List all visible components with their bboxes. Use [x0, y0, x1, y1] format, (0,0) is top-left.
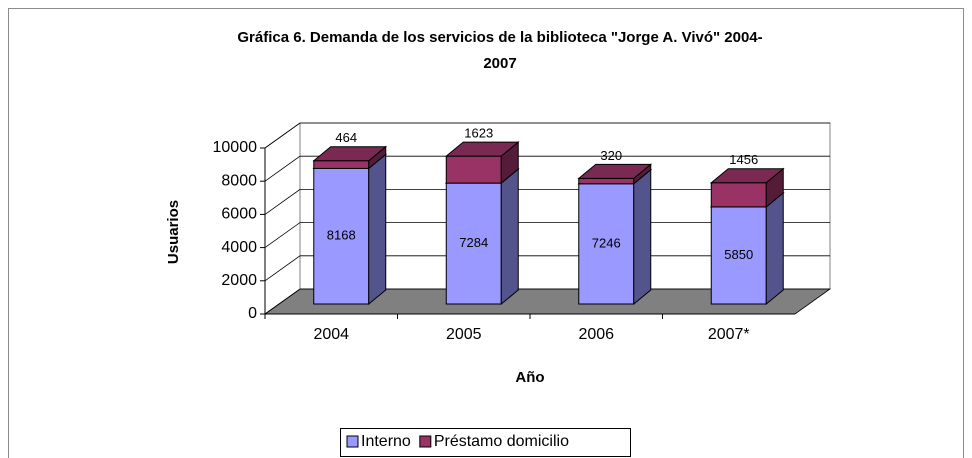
bar-segment	[312, 145, 388, 170]
x-tick-label: 2007*	[708, 326, 750, 343]
grid-line	[264, 188, 830, 215]
legend-swatch	[346, 435, 359, 448]
data-label: 464	[335, 130, 357, 145]
legend-label: Interno	[361, 433, 411, 450]
data-label: 5850	[724, 247, 753, 262]
x-tick-label: 2006	[578, 326, 614, 343]
chart-title: Gráfica 6. Demanda de los servicios de l…	[237, 29, 762, 46]
bar-top	[577, 163, 653, 179]
grid-line	[264, 255, 830, 282]
legend	[340, 428, 631, 457]
bar-side	[368, 153, 387, 306]
bar-side	[633, 168, 652, 306]
bar-segment	[444, 141, 520, 185]
bar-front	[710, 182, 767, 208]
chart-title: 2007	[483, 55, 516, 72]
data-label: 1456	[729, 152, 758, 167]
y-tick-label: 2000	[221, 272, 257, 289]
grid-line	[264, 155, 830, 182]
grid-line	[264, 288, 830, 315]
plot-area: 0 2000 4000 6000 8000 10000 2004 8168 464 2005 728…	[213, 122, 832, 343]
y-tick-label: 6000	[221, 206, 257, 223]
bar-front	[710, 206, 767, 305]
x-axis-label: Año	[515, 369, 544, 386]
bar-front	[578, 177, 635, 185]
bar-top	[444, 141, 520, 157]
y-tick-label: 10000	[213, 139, 258, 156]
legend-items: Interno Préstamo domicilio	[346, 433, 569, 450]
grid-line	[264, 122, 830, 149]
legend-swatch	[419, 435, 432, 448]
bar-front	[445, 182, 502, 305]
data-label: 320	[600, 148, 622, 163]
grid-line	[264, 222, 830, 248]
data-label: 8168	[327, 228, 356, 243]
legend-label: Préstamo domicilio	[434, 433, 569, 450]
bar-top	[709, 168, 785, 184]
bar-front	[313, 160, 370, 169]
data-label: 7246	[592, 235, 621, 250]
bar-side	[765, 191, 784, 306]
y-tick-label: 8000	[221, 172, 257, 189]
data-label: 1623	[464, 126, 493, 141]
bar-segment	[709, 167, 785, 208]
x-tick-label: 2005	[446, 326, 482, 343]
bar-front	[445, 155, 502, 184]
y-axis-label: Usuarios	[165, 200, 182, 264]
data-label: 7284	[459, 235, 488, 250]
y-tick-label: 4000	[221, 239, 257, 256]
bar-segment	[577, 163, 653, 185]
bar-top	[312, 146, 388, 162]
bar-side	[500, 168, 519, 306]
y-tick-label: 0	[248, 305, 257, 322]
x-tick-label: 2004	[313, 326, 349, 343]
